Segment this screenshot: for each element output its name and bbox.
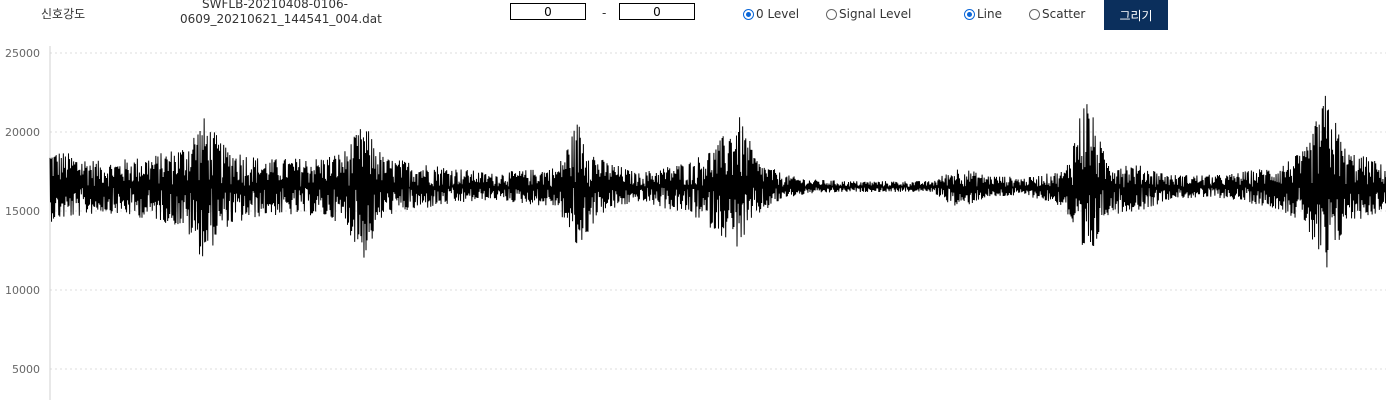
zero-level-label: 0 Level [756,7,800,21]
toolbar: 신호강도 SWFLB-20210408-0106- 0609_20210621_… [0,0,1386,34]
zero-level-radio[interactable]: 0 Level [743,7,799,21]
filename-line-1: SWFLB-20210408-0106- [202,0,348,11]
y-tick-label: 25000 [5,47,40,60]
signal-chart: 25000 20000 15000 10000 5000 [5,46,1386,400]
y-tick-label: 10000 [5,284,40,297]
range-to-input[interactable] [619,3,695,20]
filename-line-2: 0609_20210621_144541_004.dat [180,12,382,26]
range-from-input[interactable] [510,3,586,20]
signal-line [49,95,1386,268]
line-label: Line [977,7,1003,21]
range-separator: - [602,6,607,20]
signal-series [49,95,1386,268]
y-tick-label: 5000 [12,363,40,376]
y-tick-label: 15000 [5,205,40,218]
signal-level-radio-indicator[interactable] [826,8,837,20]
zero-level-radio-indicator[interactable] [743,8,754,20]
scatter-label: Scatter [1042,7,1086,21]
y-axis: 25000 20000 15000 10000 5000 [5,46,51,400]
signal-level-label: Signal Level [839,7,912,21]
scatter-radio[interactable]: Scatter [1029,7,1085,21]
line-radio-indicator[interactable] [964,8,975,20]
draw-button[interactable]: 그리기 [1104,0,1168,30]
signal-level-radio[interactable]: Signal Level [826,7,911,21]
signal-strength-label: 신호강도 [41,7,86,21]
y-tick-label: 20000 [5,126,40,139]
scatter-radio-indicator[interactable] [1029,8,1040,20]
line-radio[interactable]: Line [964,7,1002,21]
filename-text: SWFLB-20210408-0106- 0609_20210621_14454… [180,0,382,27]
